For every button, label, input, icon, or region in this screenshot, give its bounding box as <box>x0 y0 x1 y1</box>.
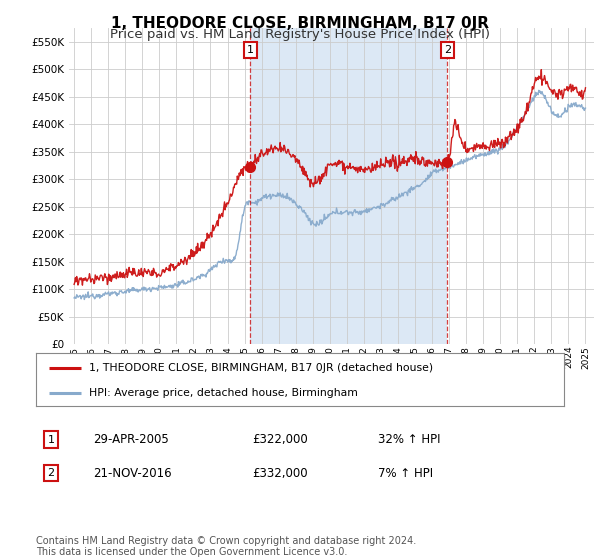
Bar <box>250 28 448 344</box>
Text: 32% ↑ HPI: 32% ↑ HPI <box>378 433 440 446</box>
Text: 1: 1 <box>247 45 254 55</box>
Text: 1, THEODORE CLOSE, BIRMINGHAM, B17 0JR (detached house): 1, THEODORE CLOSE, BIRMINGHAM, B17 0JR (… <box>89 363 433 373</box>
Text: £322,000: £322,000 <box>252 433 308 446</box>
Text: 21-NOV-2016: 21-NOV-2016 <box>93 466 172 480</box>
Text: 7% ↑ HPI: 7% ↑ HPI <box>378 466 433 480</box>
Text: 1: 1 <box>47 435 55 445</box>
Text: 29-APR-2005: 29-APR-2005 <box>93 433 169 446</box>
Text: 1, THEODORE CLOSE, BIRMINGHAM, B17 0JR: 1, THEODORE CLOSE, BIRMINGHAM, B17 0JR <box>111 16 489 31</box>
Text: HPI: Average price, detached house, Birmingham: HPI: Average price, detached house, Birm… <box>89 388 358 398</box>
Text: 2: 2 <box>47 468 55 478</box>
Text: £332,000: £332,000 <box>252 466 308 480</box>
Text: 2: 2 <box>444 45 451 55</box>
Text: Contains HM Land Registry data © Crown copyright and database right 2024.
This d: Contains HM Land Registry data © Crown c… <box>36 535 416 557</box>
Text: Price paid vs. HM Land Registry's House Price Index (HPI): Price paid vs. HM Land Registry's House … <box>110 28 490 41</box>
